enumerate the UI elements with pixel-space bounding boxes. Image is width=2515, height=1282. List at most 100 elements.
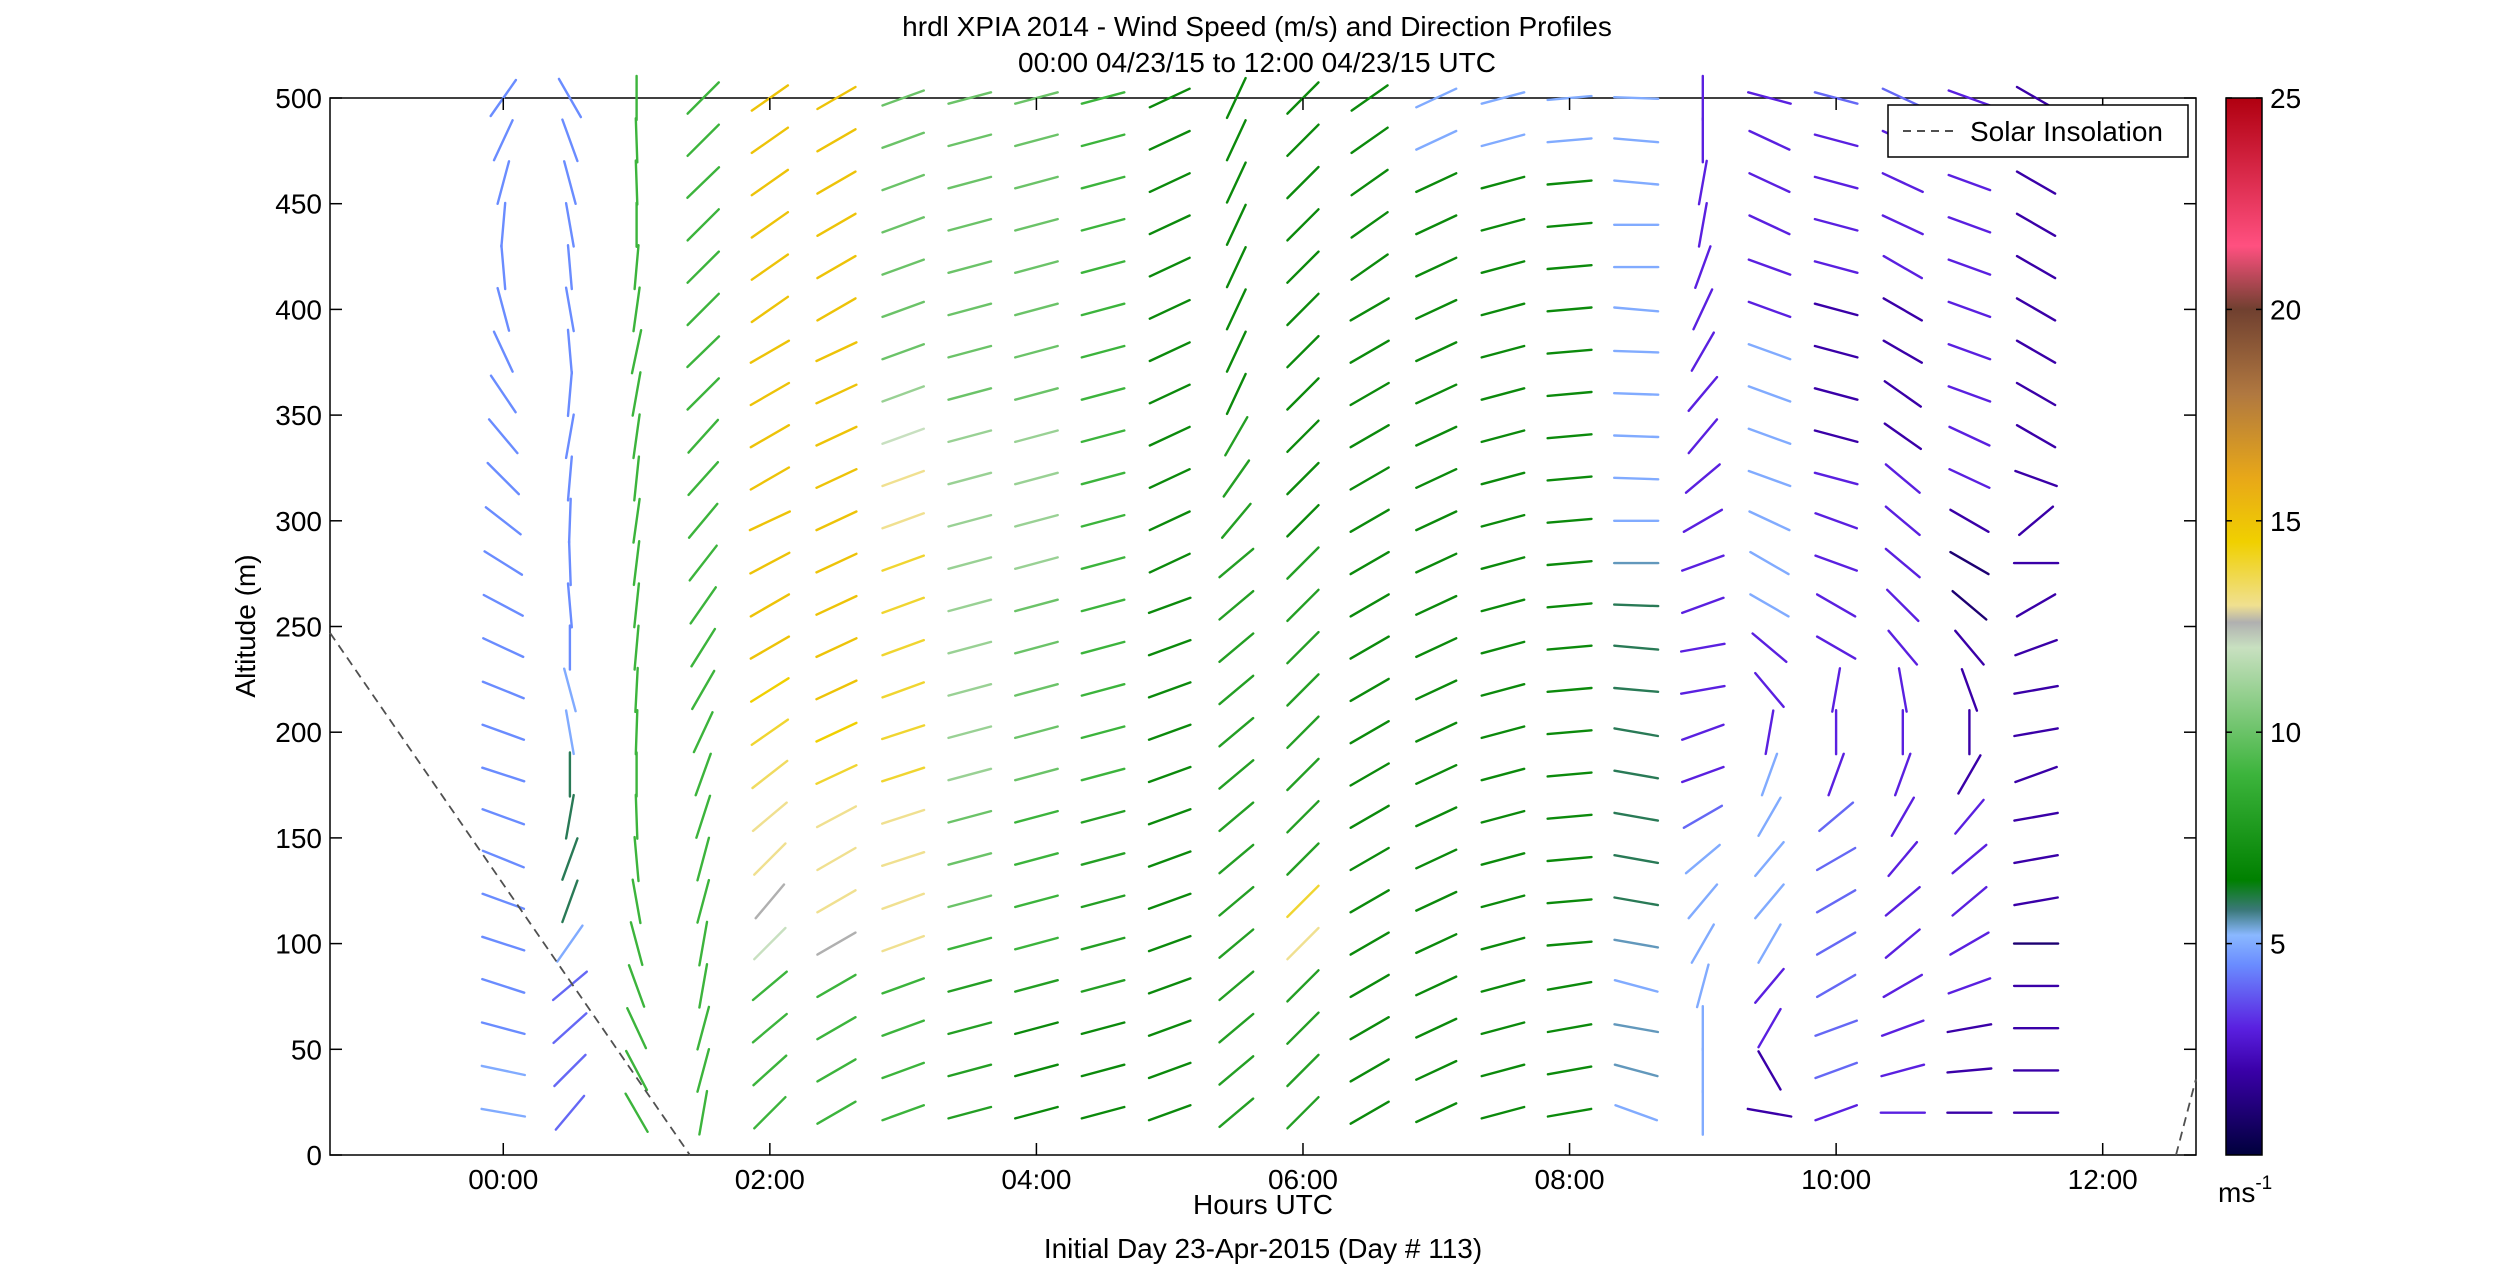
wind-barb	[1764, 709, 1775, 756]
wind-barb	[1480, 640, 1526, 655]
y-tick-label: 350	[275, 400, 322, 431]
wind-barb	[1882, 339, 1924, 364]
wind-barb	[1815, 889, 1857, 914]
wind-barb	[686, 335, 721, 369]
x-tick-label: 02:00	[735, 1164, 805, 1195]
x-tick-label: 10:00	[1801, 1164, 1871, 1195]
wind-barb	[1218, 547, 1255, 579]
wind-barb	[633, 243, 640, 291]
wind-barb	[816, 212, 857, 238]
wind-barb	[1286, 504, 1320, 538]
wind-barb	[947, 260, 993, 274]
wind-barb	[1480, 133, 1526, 148]
wind-barb	[1148, 129, 1191, 151]
wind-barb	[1757, 1007, 1782, 1049]
wind-barb	[633, 455, 641, 502]
wind-barb	[816, 846, 857, 872]
wind-barb	[1349, 1100, 1390, 1125]
wind-barb	[1747, 258, 1792, 276]
wind-barb	[881, 1103, 925, 1122]
wind-barb	[1949, 550, 1990, 576]
wind-barb	[1014, 556, 1059, 570]
wind-barb	[624, 1092, 649, 1134]
wind-barb	[1612, 349, 1660, 354]
wind-barb	[1218, 759, 1255, 790]
wind-barb	[815, 721, 858, 743]
wind-barb	[1080, 133, 1126, 148]
wind-barb	[2015, 297, 2057, 322]
wind-barb	[1218, 843, 1255, 875]
wind-barb	[881, 934, 925, 953]
wind-barb	[1286, 926, 1320, 961]
wind-barb	[1813, 133, 1859, 148]
wind-barb	[1814, 512, 1859, 530]
wind-barb	[1286, 588, 1320, 623]
wind-barb	[1748, 172, 1791, 194]
wind-barb	[1954, 629, 1985, 666]
colorbar-ticks-layer: 5 10 15 20 25	[2226, 83, 2301, 960]
x-axis-label-2: Initial Day 23-Apr-2015 (Day # 113)	[1044, 1233, 1482, 1264]
wind-barb	[1613, 1023, 1660, 1034]
wind-barb	[947, 1105, 993, 1120]
x-tick-label: 04:00	[1001, 1164, 1071, 1195]
wind-barb	[749, 339, 791, 364]
wind-barb	[688, 544, 718, 582]
wind-barb	[947, 809, 993, 824]
wind-barb	[1014, 852, 1059, 866]
wind-barb	[1147, 638, 1192, 657]
wind-barb	[750, 718, 790, 746]
wind-barb	[1680, 554, 1725, 572]
wind-barb	[1286, 1095, 1320, 1130]
x-tick-label: 12:00	[2068, 1164, 2138, 1195]
wind-barb	[1546, 644, 1593, 651]
wind-barb	[1546, 137, 1593, 144]
wind-barb	[749, 551, 791, 575]
colorbar-unit-exponent: -1	[2255, 1173, 2272, 1194]
wind-barb	[1286, 546, 1320, 580]
wind-barb	[947, 598, 993, 613]
wind-barb	[753, 1095, 787, 1130]
wind-barb	[1225, 119, 1247, 162]
wind-barb	[1613, 306, 1660, 313]
wind-barb	[1882, 297, 1924, 322]
wind-barb	[1747, 300, 1792, 319]
wind-barb	[1546, 475, 1593, 482]
wind-barb	[1480, 471, 1526, 486]
x-tick-label: 06:00	[1268, 1164, 1338, 1195]
wind-barb	[1814, 554, 1859, 572]
wind-barb	[686, 81, 720, 115]
wind-barb	[484, 506, 522, 536]
wind-barb	[1814, 1103, 1859, 1122]
plot-area	[329, 97, 2197, 1156]
wind-barb	[1349, 846, 1390, 872]
wind-barb	[1349, 973, 1390, 999]
wind-barb	[1480, 979, 1526, 993]
wind-barb	[496, 286, 511, 332]
wind-barb	[1546, 686, 1593, 693]
wind-barb	[564, 201, 575, 248]
wind-barb	[815, 637, 858, 659]
wind-barb	[754, 883, 786, 920]
wind-barb	[947, 133, 993, 148]
wind-barb	[1480, 1021, 1526, 1036]
wind-barb	[1148, 552, 1191, 574]
wind-barb	[815, 594, 858, 616]
wind-barb	[1225, 330, 1247, 373]
wind-barb	[753, 842, 787, 876]
wind-barb	[1415, 975, 1458, 997]
wind-barb	[630, 329, 643, 375]
colorbar-tick-label: 25	[2270, 83, 2301, 114]
wind-barb	[815, 679, 858, 701]
wind-barb	[751, 801, 788, 833]
wind-barb	[1225, 161, 1247, 204]
wind-barb	[947, 725, 993, 740]
wind-barb	[1884, 463, 1921, 494]
wind-barb	[1415, 341, 1458, 363]
wind-barb	[749, 466, 791, 491]
wind-barb	[564, 793, 575, 840]
wind-barb	[1286, 969, 1320, 1003]
wind-barb	[2015, 339, 2057, 364]
wind-barb	[1831, 667, 1842, 713]
wind-barb	[1349, 931, 1390, 956]
wind-barb	[1546, 390, 1593, 398]
